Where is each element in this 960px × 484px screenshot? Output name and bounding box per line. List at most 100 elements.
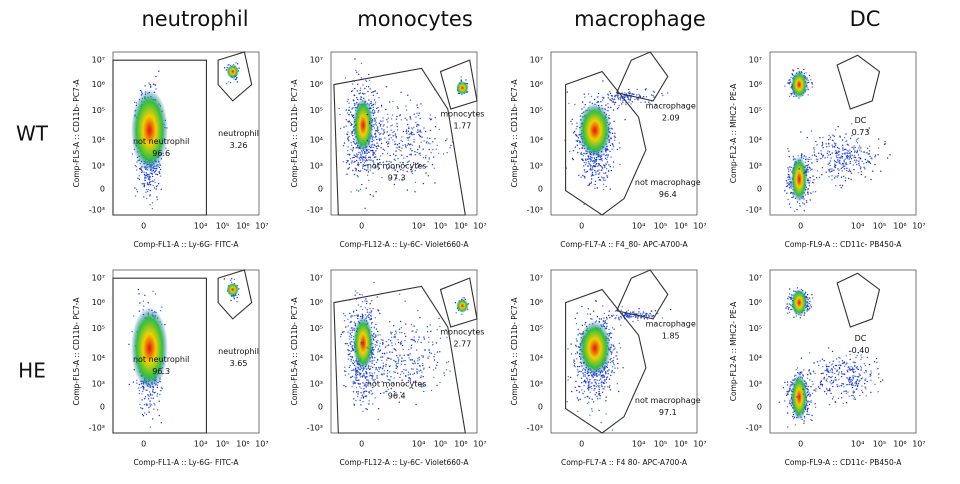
event-dot xyxy=(359,372,361,375)
event-dot xyxy=(139,302,141,304)
event-dot xyxy=(824,157,826,159)
event-dot xyxy=(360,305,362,308)
event-dot xyxy=(136,188,138,191)
event-dot xyxy=(630,103,632,105)
event-dot xyxy=(810,130,813,132)
event-dot xyxy=(867,161,869,163)
event-dot xyxy=(372,308,374,310)
event-dot xyxy=(379,342,381,344)
event-dot xyxy=(148,173,150,176)
y-tick-label: 10³ xyxy=(310,162,323,171)
event-dot xyxy=(801,153,803,156)
event-dot xyxy=(609,99,612,101)
row-label: WT xyxy=(16,122,49,146)
event-dot xyxy=(382,120,384,122)
event-dot xyxy=(148,411,150,413)
event-dot xyxy=(374,112,376,114)
event-dot xyxy=(141,171,143,174)
event-dot xyxy=(361,183,363,186)
event-dot xyxy=(409,153,411,156)
event-dot xyxy=(137,288,140,291)
event-dot xyxy=(838,147,840,150)
event-dot xyxy=(348,366,350,368)
event-dot xyxy=(225,69,227,72)
event-dot xyxy=(350,316,352,318)
event-dot xyxy=(572,150,575,152)
event-dot xyxy=(357,73,360,76)
event-dot xyxy=(573,130,576,133)
event-dot xyxy=(604,166,606,168)
event-dot xyxy=(817,159,819,161)
event-dot xyxy=(373,156,376,158)
event-dot xyxy=(369,311,371,314)
event-dot xyxy=(870,178,872,181)
event-dot xyxy=(849,162,851,165)
event-dot xyxy=(843,160,845,162)
event-dot xyxy=(869,162,872,164)
event-dot xyxy=(402,130,405,133)
event-dot xyxy=(610,106,612,109)
event-dot xyxy=(616,108,619,110)
event-dot xyxy=(392,131,394,134)
event-dot xyxy=(375,367,377,369)
event-dot xyxy=(160,386,163,388)
event-dot xyxy=(386,152,389,155)
x-tick-label: 10⁷ xyxy=(255,440,268,449)
event-dot xyxy=(889,154,891,156)
event-dot xyxy=(357,395,359,398)
event-dot xyxy=(792,155,795,157)
gate xyxy=(836,54,881,110)
event-dot xyxy=(350,320,352,323)
event-dot xyxy=(372,108,374,111)
event-dot xyxy=(829,164,831,167)
event-dot xyxy=(366,113,369,116)
event-dot xyxy=(387,117,389,119)
event-dot xyxy=(383,149,386,151)
event-dot xyxy=(373,110,376,112)
event-dot xyxy=(418,145,421,147)
event-dot xyxy=(366,309,368,311)
event-dot xyxy=(650,94,653,96)
column-title: monocytes xyxy=(357,7,473,31)
event-dot xyxy=(856,142,859,144)
event-dot xyxy=(610,156,612,158)
event-dot xyxy=(784,85,786,87)
event-dot xyxy=(395,136,398,138)
event-dot xyxy=(396,125,398,128)
event-dot xyxy=(792,69,794,71)
event-dot xyxy=(351,362,354,364)
event-dot xyxy=(152,184,154,187)
y-tick-label: 0 xyxy=(538,184,543,193)
event-dot xyxy=(578,142,581,144)
x-tick-label: 10⁷ xyxy=(912,222,925,231)
event-dot xyxy=(131,153,134,155)
event-dot xyxy=(438,152,440,155)
event-dot xyxy=(418,124,420,126)
event-dot xyxy=(404,339,406,342)
event-dot xyxy=(850,158,853,160)
event-dot xyxy=(834,129,837,131)
event-dot xyxy=(807,193,809,195)
event-dot xyxy=(591,173,593,175)
event-dot xyxy=(853,145,855,147)
event-dot xyxy=(429,324,431,326)
event-dot xyxy=(141,393,143,395)
event-dot xyxy=(138,389,141,392)
event-dot xyxy=(349,365,351,367)
event-dot xyxy=(147,176,149,178)
event-dot xyxy=(360,170,362,172)
event-dot xyxy=(877,154,879,156)
event-dot xyxy=(382,153,384,155)
event-dot xyxy=(856,160,858,162)
event-dot xyxy=(368,179,370,181)
event-dot xyxy=(357,116,359,118)
event-dot xyxy=(576,122,578,124)
event-dot xyxy=(653,91,655,93)
event-dot xyxy=(384,137,386,139)
event-dot xyxy=(373,144,376,146)
event-dot xyxy=(396,129,399,131)
event-dot xyxy=(818,176,821,179)
event-dot xyxy=(428,341,430,343)
event-dot xyxy=(364,300,366,302)
event-dot xyxy=(238,67,240,70)
